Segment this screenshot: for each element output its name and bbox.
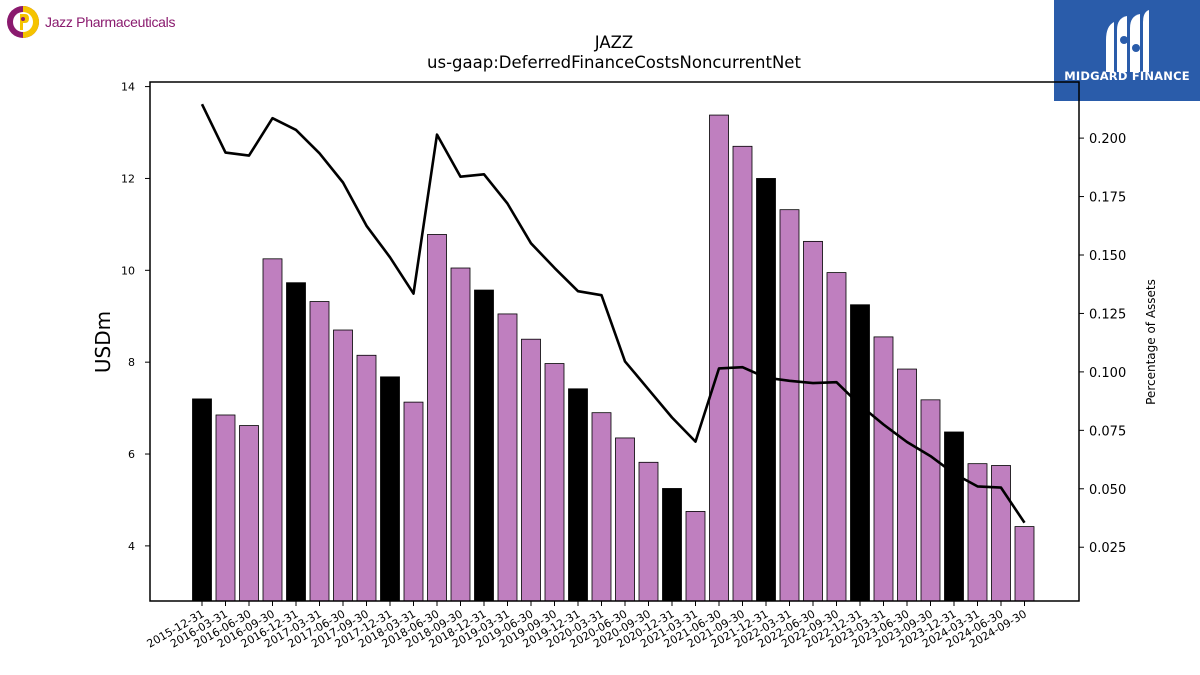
bar [920,399,941,602]
bar [356,354,377,602]
bar [262,258,283,602]
bar [215,414,236,602]
y2-tick-label: 0.025 [1089,541,1126,556]
bar [1014,526,1035,602]
publisher-logo: MIDGARD FINANCE [1054,0,1200,101]
y-axis-label: USDm [91,311,115,373]
jazz-logo-icon [7,6,39,38]
y2-tick-label: 0.175 [1089,191,1126,206]
y-tick-label: 8 [128,356,135,369]
bar [991,465,1011,602]
company-name: Jazz Pharmaceuticals [45,14,176,30]
bar [873,336,894,602]
y2-tick-label: 0.075 [1089,424,1126,439]
y-tick-label: 12 [121,172,135,185]
y-tick-label: 14 [121,81,135,94]
bar [850,304,870,602]
bar [521,338,541,602]
bar [779,209,800,602]
bar [803,240,823,602]
y2-tick-label: 0.100 [1089,366,1126,381]
bar [615,437,635,602]
bar [427,234,447,602]
y2-tick-label: 0.125 [1089,307,1126,322]
midgard-logo-icon [1106,10,1149,72]
y-tick-label: 6 [128,448,135,461]
bar [732,145,753,602]
y-tick-label: 10 [121,264,135,277]
y2-tick-label: 0.200 [1089,132,1126,147]
y2-tick-label: 0.050 [1089,483,1126,498]
bar [662,488,682,602]
plot-frame [149,81,1080,602]
bar [286,282,306,602]
bar [568,388,588,602]
bar [403,401,424,602]
chart-title: JAZZ [594,33,633,52]
x-axis: 2015-12-312016-03-312016-06-302016-09-30… [145,601,1029,651]
publisher-name: MIDGARD FINANCE [1064,69,1190,83]
y2-tick-label: 0.150 [1089,249,1126,264]
bar [333,329,353,602]
bar [309,301,330,602]
bar [826,272,847,602]
chart-subtitle: us-gaap:DeferredFinanceCostsNoncurrentNe… [427,53,801,72]
bar [192,398,212,602]
bar [638,461,659,602]
bar [756,178,776,602]
line-group [200,103,1026,524]
bar [967,463,988,602]
bar [380,376,400,602]
bar [497,313,518,602]
bar [239,425,259,602]
y2-axis: 0.025 0.050 0.075 0.100 0.125 0.150 0.175 0.200 [1079,132,1126,556]
y-tick-label: 4 [128,540,135,553]
company-logo: Jazz Pharmaceuticals [6,5,175,39]
bar [897,368,917,602]
bar [544,363,565,602]
bar [709,114,729,602]
y2-axis-label: Percentage of Assets [1144,279,1158,405]
pct-assets-line [200,103,1026,524]
y-axis: 4 6 8 10 12 14 [121,81,150,553]
bar [474,289,494,602]
bar [944,431,964,602]
bar [591,412,612,602]
bar [685,511,706,602]
bar [450,267,471,602]
bars-group [192,114,1035,602]
